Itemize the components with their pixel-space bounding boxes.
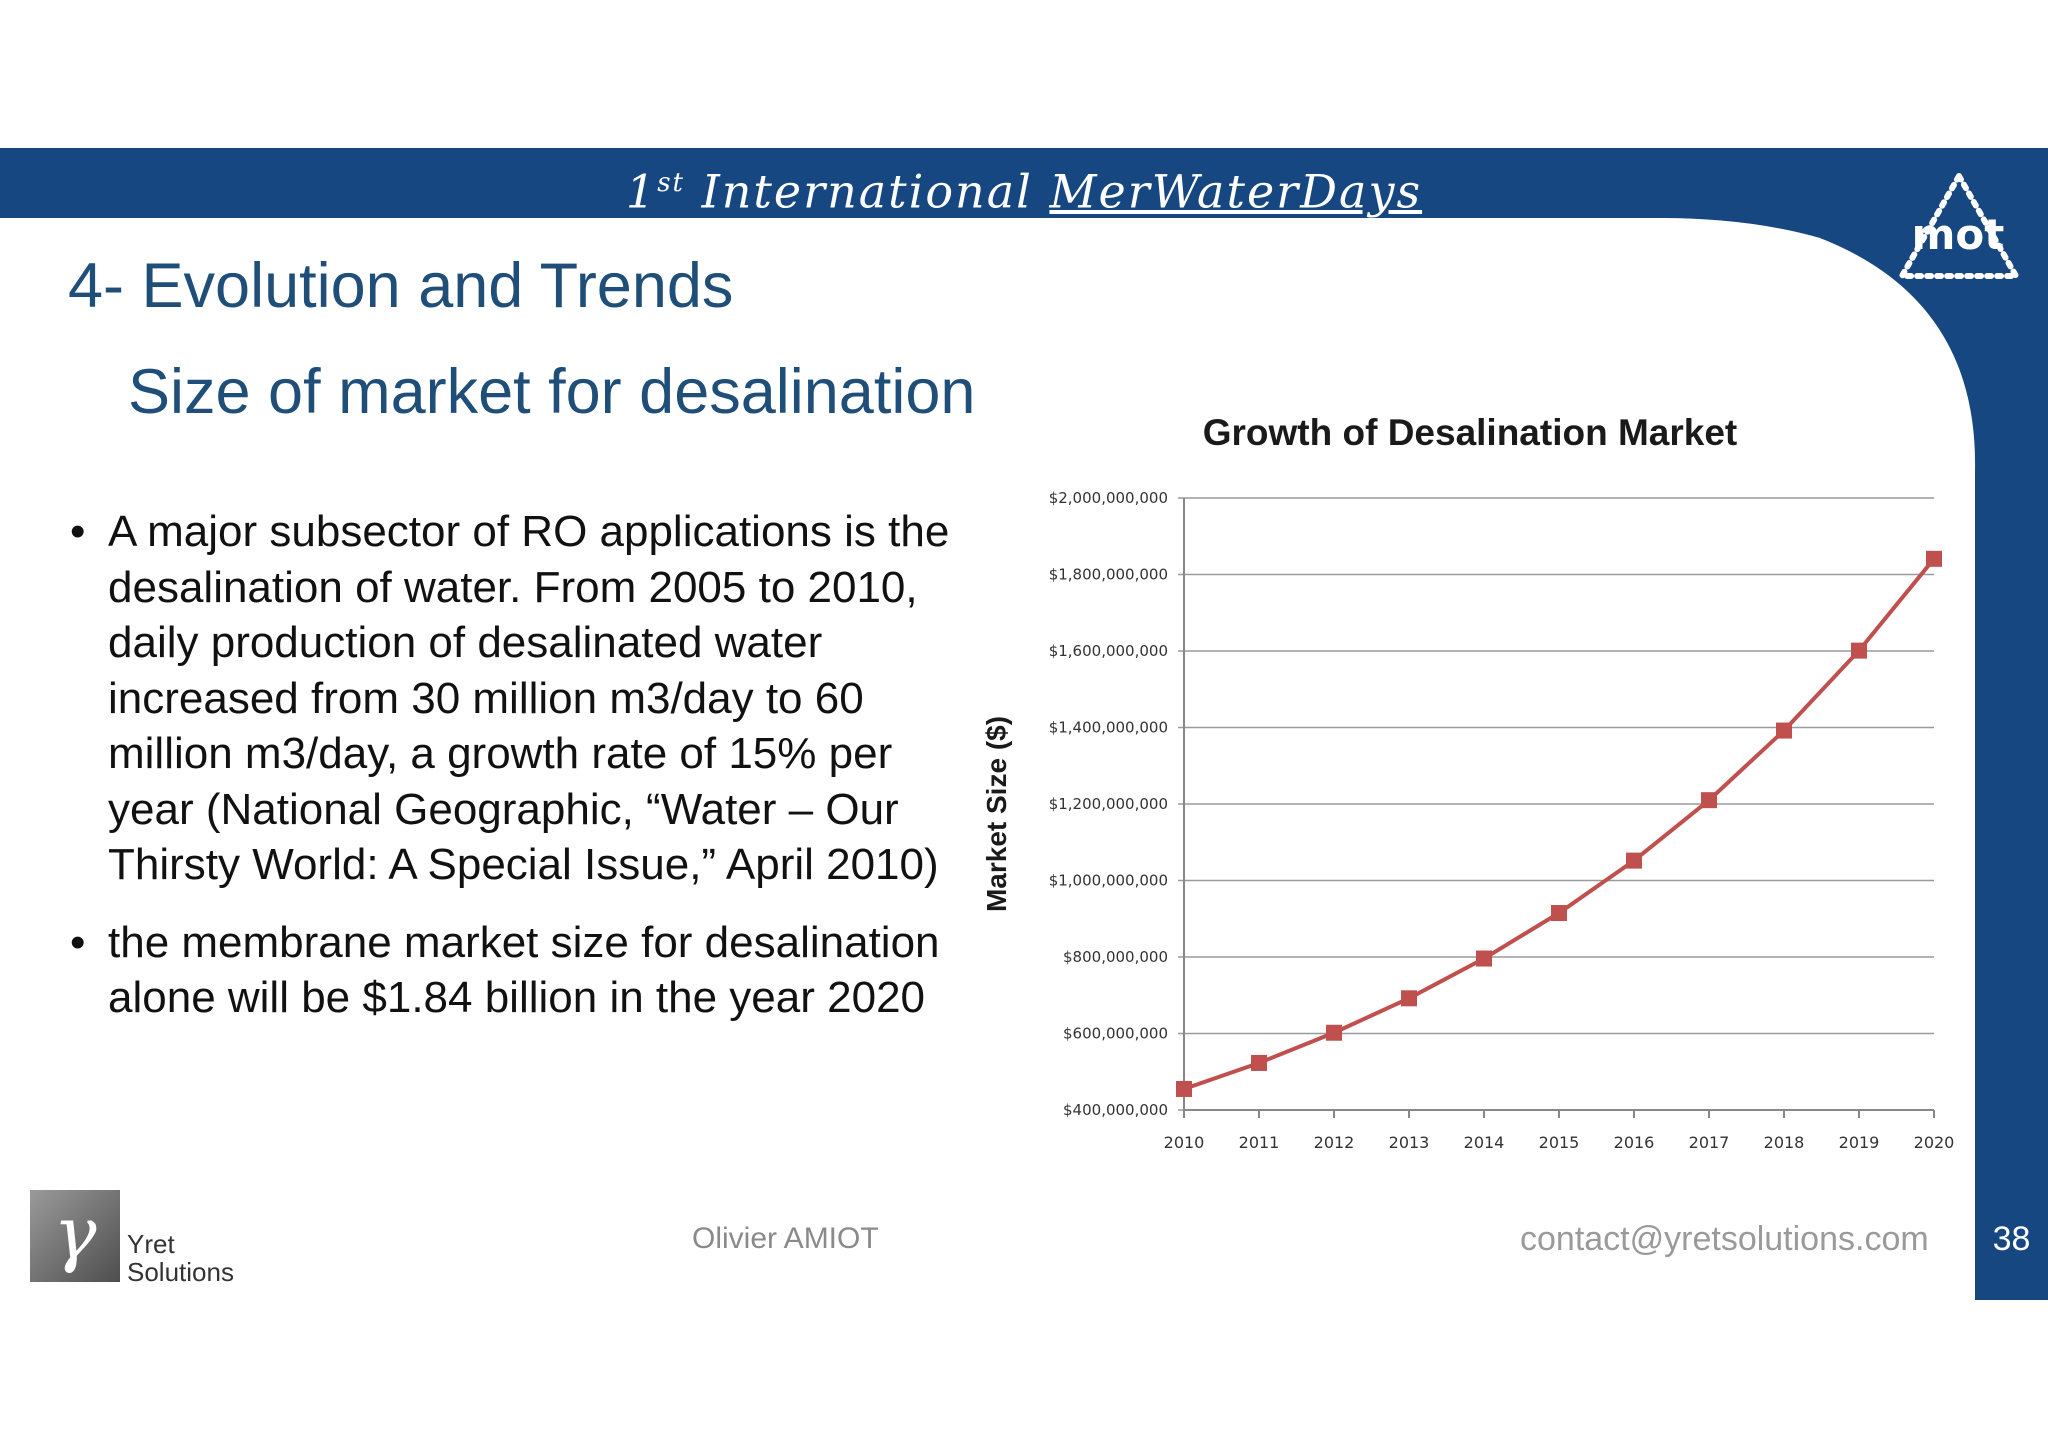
company-name-line2: Solutions — [127, 1257, 234, 1287]
banner-ordinal-suffix: st — [657, 168, 685, 198]
data-point-marker — [1701, 792, 1717, 809]
x-tick-label: 2020 — [1914, 1133, 1955, 1152]
data-point-marker — [1776, 722, 1792, 739]
x-tick-label: 2010 — [1164, 1133, 1205, 1152]
x-tick-label: 2013 — [1389, 1133, 1430, 1152]
y-tick-label: $2,000,000,000 — [1049, 489, 1168, 507]
x-tick-label: 2015 — [1539, 1133, 1580, 1152]
x-tick-label: 2016 — [1614, 1133, 1655, 1152]
y-tick-label: $1,600,000,000 — [1049, 642, 1168, 660]
header-banner — [0, 148, 2048, 218]
banner-ordinal: 1 — [625, 164, 658, 219]
banner-title: 1st International MerWaterDays — [0, 148, 2048, 218]
series-line — [1183, 557, 1936, 1091]
yret-logo-icon: γ — [30, 1190, 120, 1282]
y-tick-label: $400,000,000 — [1063, 1101, 1168, 1119]
bullet-list: • A major subsector of RO applications i… — [66, 504, 966, 1048]
x-tick-label: 2014 — [1464, 1133, 1505, 1152]
y-tick-label: $800,000,000 — [1063, 948, 1168, 966]
mot-logo-icon — [1896, 170, 2022, 279]
y-tick-label: $1,800,000,000 — [1049, 566, 1168, 584]
x-tick-label: 2017 — [1689, 1133, 1730, 1152]
slide-title: 4- Evolution and Trends — [68, 251, 734, 321]
mot-logo-text: mot — [1911, 210, 2005, 259]
company-name: Yret Solutions — [127, 1230, 234, 1286]
bullet-text: the membrane market size for desalinatio… — [108, 917, 940, 1023]
data-point-marker — [1176, 1080, 1192, 1097]
x-tick-label: 2018 — [1764, 1133, 1805, 1152]
y-tick-label: $600,000,000 — [1063, 1025, 1168, 1043]
data-point-marker — [1326, 1024, 1342, 1041]
bullet-item: • the membrane market size for desalinat… — [66, 915, 966, 1026]
line-chart: $400,000,000 $600,000,000 $800,000,000 $1,0… — [981, 489, 1955, 1152]
data-point-marker — [1626, 852, 1642, 869]
bullet-symbol: • — [70, 507, 86, 556]
slide-subtitle: Size of market for desalination — [128, 357, 976, 427]
y-tick-label: $1,400,000,000 — [1049, 719, 1168, 737]
data-point-marker — [1926, 550, 1942, 567]
x-tick-label: 2012 — [1314, 1133, 1355, 1152]
data-point-marker — [1851, 642, 1867, 659]
chart-title: Growth of Desalination Market — [1202, 412, 1738, 453]
banner-event-name: MerWaterDays — [1049, 164, 1423, 219]
author-name: Olivier AMIOT — [692, 1222, 879, 1255]
page-number: 38 — [1975, 1205, 2048, 1300]
x-tick-label: 2011 — [1239, 1133, 1280, 1152]
data-point-marker — [1401, 990, 1417, 1007]
data-point-marker — [1551, 905, 1567, 922]
y-tick-label: $1,200,000,000 — [1049, 795, 1168, 813]
bullet-text: A major subsector of RO applications is … — [108, 507, 950, 889]
contact-email: contact@yretsolutions.com — [1520, 1220, 1929, 1258]
bullet-symbol: • — [70, 917, 86, 967]
data-point-marker — [1251, 1054, 1267, 1071]
y-tick-label: $1,000,000,000 — [1049, 872, 1168, 890]
x-tick-label: 2019 — [1839, 1133, 1880, 1152]
y-axis-label: Market Size ($) — [981, 716, 1012, 912]
company-name-line1: Yret — [127, 1229, 175, 1259]
data-point-marker — [1476, 950, 1492, 967]
bullet-item: • A major subsector of RO applications i… — [66, 504, 966, 893]
banner-word: International — [701, 164, 1033, 219]
